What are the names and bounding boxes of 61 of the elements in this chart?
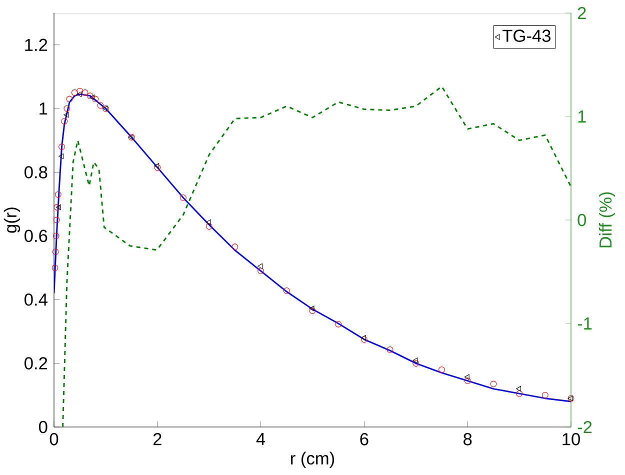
point [283,287,290,294]
point [258,263,263,269]
point [464,374,470,380]
point [54,191,62,198]
point [66,96,73,102]
point [309,308,316,314]
x-tick-label: 10 [562,433,580,446]
y-tick-label: 1 [40,102,48,114]
point [464,378,471,384]
y-tick-label: 0.4 [24,293,48,306]
x-tick-label: 4 [256,433,266,445]
y2-tick-label: -1 [578,318,592,330]
point [64,112,69,118]
point [52,248,59,256]
y2-axis-title: Diff (%) [598,192,616,248]
point [82,89,88,96]
point [92,96,99,102]
x-tick-label: 8 [464,433,472,446]
point [516,390,523,397]
point [206,223,212,230]
point [232,244,238,250]
point [516,386,522,392]
point [64,105,70,112]
y-tick-label: 0.6 [24,230,48,242]
point [58,144,65,150]
point [52,232,60,240]
x-tick-label: 6 [360,433,368,446]
point [90,94,95,100]
legend-label: TG-43 [502,30,550,42]
point [52,264,58,271]
point [386,346,394,353]
point [335,320,342,328]
point [97,102,104,109]
x-tick-label: 0 [50,433,58,446]
y2-tick-label: -2 [578,420,592,434]
point [309,306,314,312]
y-tick-label: 1.2 [25,38,48,51]
point [58,153,64,160]
y-tick-label: 0.2 [24,357,48,370]
x-tick-label: 2 [153,433,162,446]
point [180,194,186,201]
y2-tick-label: 0 [578,214,586,226]
point [86,92,94,99]
point [76,91,82,98]
point [490,380,497,388]
point [61,118,68,124]
point [71,89,78,96]
point [76,88,84,94]
y2-tick-label: 1 [578,110,586,122]
y-axis-title: g(r) [4,208,20,233]
y2-tick-label: 2 [578,6,586,20]
point [53,216,60,224]
point [412,358,418,364]
y-tick-label: 0.8 [24,166,48,178]
point [542,392,548,398]
x-axis-title: r (cm) [291,452,334,468]
point [258,268,264,274]
y-tick-label: 0 [38,420,48,434]
point [412,360,420,367]
point [206,219,211,226]
point [438,366,445,373]
